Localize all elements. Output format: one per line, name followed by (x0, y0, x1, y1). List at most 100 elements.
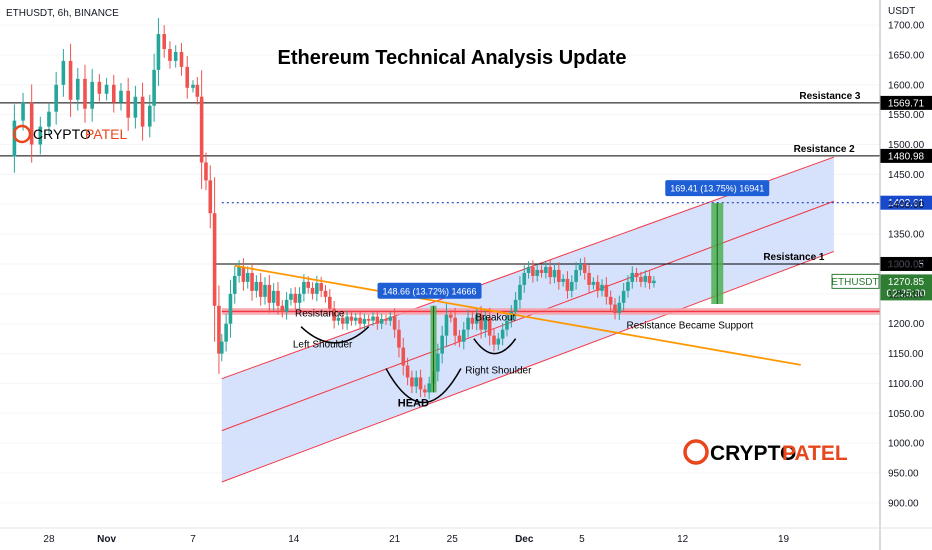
candle-bear (195, 84, 200, 97)
cryptopatel-logo-bottom: CRYPTO PATEL (683, 439, 848, 465)
symbol-header: ETHUSDT, 6h, BINANCE (6, 8, 119, 19)
candle-bull (75, 78, 80, 100)
descending-trendline (234, 264, 801, 366)
time-tick-label: 28 (43, 534, 55, 545)
candle-bear (241, 266, 246, 282)
candle-bear (126, 90, 130, 118)
pattern-annotations: 148.66 (13.72%) 14666 169.41 (13.75%) 169… (234, 180, 801, 410)
candle-bear (29, 102, 34, 145)
price-tick-label: 1100.00 (888, 379, 924, 390)
candle-bear (375, 316, 380, 324)
candle-bear (397, 329, 401, 348)
pattern-annotation: Left Shoulder (293, 340, 353, 351)
logo-text-patel: PATEL (782, 442, 848, 465)
candle-bear (332, 308, 336, 321)
measurement-label-box (665, 180, 770, 197)
price-tick-label: 1450.00 (888, 170, 925, 181)
candle-bull (617, 302, 622, 313)
candle-bear (470, 317, 475, 324)
resistance-levels: Resistance 3 1569.71 Resistance 2 1480.98 Re… (0, 91, 932, 315)
candle-bear (479, 314, 483, 330)
candle-bull (535, 269, 540, 276)
candle-bull (509, 311, 514, 321)
candle-bear (323, 290, 328, 297)
time-tick-label: Dec (515, 534, 534, 545)
candle-bear (401, 347, 406, 366)
candle-bull (436, 353, 440, 372)
time-tick-label: 7 (190, 534, 196, 545)
candle-bull (47, 111, 51, 127)
logo-text-crypto: CRYPTO (710, 442, 796, 465)
logo-text-patel: PATEL (85, 126, 127, 142)
level-name: Resistance 1 (763, 252, 825, 263)
candle-bear (310, 287, 315, 294)
candle-bull (427, 383, 431, 393)
right-shoulder-arc (473, 338, 517, 355)
candle-bear (199, 96, 204, 163)
candle-bull (544, 266, 548, 273)
candle-bull (388, 316, 393, 321)
candle-bear (97, 81, 102, 94)
candle-bull (284, 299, 289, 312)
candle-bear (557, 269, 561, 282)
candle-bull (21, 102, 25, 121)
time-tick-label: 19 (778, 534, 790, 545)
logo-text-crypto: CRYPTO (33, 126, 91, 142)
level-price-label: 1480.98 (888, 151, 925, 162)
pattern-annotation: Resistance (295, 309, 345, 320)
candle-bear (340, 317, 345, 324)
candle-bull (228, 293, 233, 324)
candle-bull (652, 280, 656, 284)
candle-bear (582, 263, 587, 273)
candle-bull (345, 316, 349, 324)
candle-bull (444, 314, 449, 336)
candle-bear (647, 275, 652, 284)
candle-bear (293, 293, 298, 303)
candle-bear (267, 284, 272, 303)
candle-bull (315, 283, 319, 294)
candle-bear (418, 377, 423, 390)
price-tick-label: 1400.00 (888, 200, 925, 211)
coin-icon (12, 124, 32, 144)
price-tick-label: 900.00 (888, 498, 919, 509)
candle-bull (61, 60, 66, 85)
time-tick-label: 5 (579, 534, 585, 545)
candle-bull (505, 320, 509, 330)
candle-bear (366, 318, 371, 321)
candle-bull (173, 51, 178, 61)
candle-bear (168, 48, 172, 61)
candle-bull (220, 341, 224, 354)
candle-bear (185, 66, 190, 88)
level-price-label: 1569.71 (888, 98, 925, 109)
candle-bull (591, 281, 596, 285)
price-tick-label: 1650.00 (888, 50, 925, 61)
candle-bear (539, 269, 544, 273)
candle-bear (604, 284, 609, 297)
level-name: Resistance 3 (799, 91, 861, 102)
time-tick-label: 14 (288, 534, 300, 545)
target-price-label: 1402.61 (888, 198, 925, 209)
candle-bear (639, 277, 643, 282)
channel-fill (221, 157, 834, 482)
pattern-annotation: Right Shoulder (465, 365, 532, 376)
price-tick-label: 950.00 (888, 469, 919, 480)
candle-bull (104, 84, 109, 94)
candle-bear (349, 316, 354, 321)
candle-bull (522, 272, 527, 285)
candle-bull (54, 84, 58, 112)
candle-bull (440, 335, 444, 354)
measurement-label: 148.66 (13.72%) 14666 (382, 286, 476, 296)
candle-bull (513, 299, 518, 312)
candle-bear (453, 317, 457, 336)
candle-bear (258, 281, 263, 297)
candle-bear (565, 278, 570, 291)
candle-bull (245, 272, 250, 282)
candle-bull (500, 329, 505, 339)
candle-bull (237, 266, 241, 276)
candle-bull (379, 318, 384, 324)
price-tick-label: 1700.00 (888, 21, 925, 32)
candle-bull (414, 377, 419, 387)
measurement-label: 169.41 (13.75%) 16941 (670, 184, 764, 194)
level-price-box (880, 256, 932, 271)
